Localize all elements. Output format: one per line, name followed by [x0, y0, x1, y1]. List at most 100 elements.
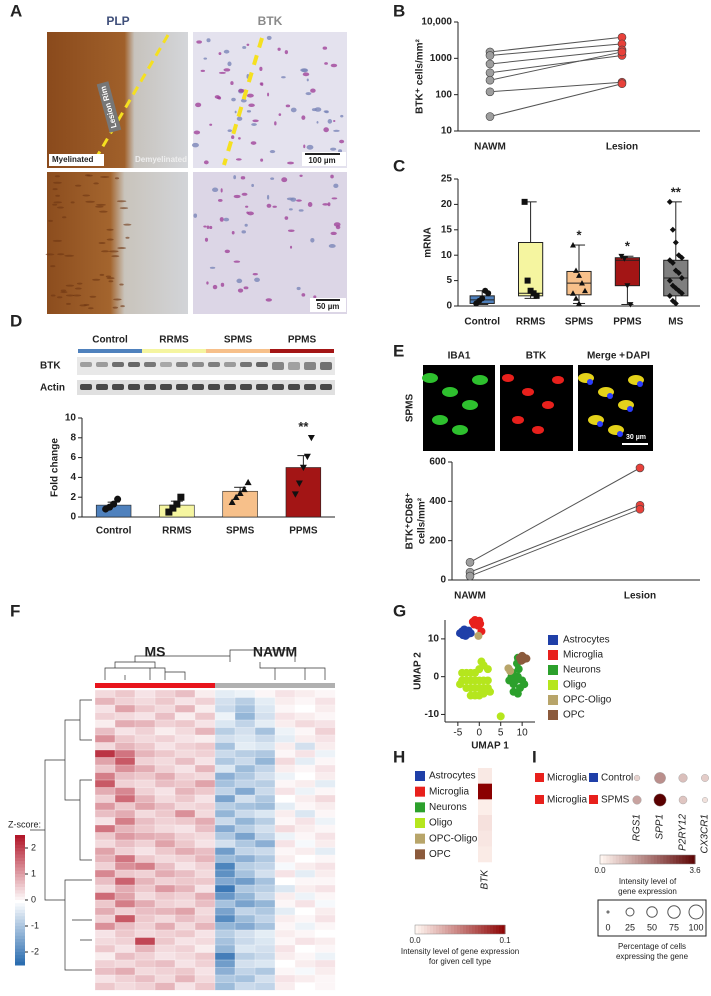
heat-cell [114, 937, 136, 946]
rim-line [90, 34, 170, 166]
x-tick-label: PPMS [613, 317, 642, 328]
colorbar-step [638, 855, 642, 864]
heat-cell [214, 719, 236, 728]
stain-dot [238, 137, 241, 140]
heat-cell [114, 757, 136, 766]
heat-cell [214, 839, 236, 848]
heat-cell [194, 824, 216, 833]
heat-cell [294, 914, 316, 923]
heat-cell [314, 967, 336, 976]
heat-cell [314, 877, 336, 886]
box [518, 242, 544, 297]
stain-dot [227, 61, 232, 67]
heat-cell [174, 884, 196, 893]
colorbar-step [15, 841, 25, 846]
heat-cell [114, 764, 136, 773]
dot [701, 774, 709, 782]
point [236, 489, 244, 497]
cell [432, 415, 448, 425]
significance: ** [298, 419, 309, 434]
heat-cell [134, 952, 156, 961]
point [465, 571, 475, 581]
heat-cell [194, 892, 216, 901]
heat-cell [134, 944, 156, 953]
y-tick-label: -10 [425, 709, 440, 720]
band [272, 384, 284, 390]
stain-dot [224, 249, 230, 254]
stain-dot [259, 66, 263, 71]
group-label: MS [145, 644, 166, 660]
stain-dot [87, 307, 94, 310]
heat-cell [234, 847, 256, 856]
heat-cell [314, 749, 336, 758]
panel-a-images: Myelinated Demyelinated Lesion Rim 100 µ… [45, 14, 347, 314]
heat-cell [254, 697, 276, 706]
point [485, 51, 495, 60]
colorbar-step [472, 925, 476, 934]
heat-cell [294, 802, 316, 811]
heat-cell [234, 742, 256, 751]
point [579, 280, 585, 286]
size-key [667, 905, 681, 919]
heat-cell [254, 854, 276, 863]
heat-cell [194, 944, 216, 953]
heat-cell [254, 929, 276, 938]
colorbar-step [15, 877, 25, 881]
stain-dot [95, 205, 104, 208]
colorbar-step [15, 926, 25, 930]
stain-dot [233, 194, 241, 199]
band [288, 362, 300, 370]
heat-cell [174, 749, 196, 758]
point [110, 500, 118, 508]
heat-cell [214, 749, 236, 758]
colorbar-step [691, 855, 696, 864]
colorbar-step [430, 925, 434, 934]
stain-dot [266, 35, 272, 40]
stain-dot [195, 102, 202, 108]
colorbar-step [663, 855, 667, 864]
heat-cell [134, 907, 156, 916]
heat-cell [154, 802, 176, 811]
stain-dot [246, 93, 254, 98]
stain-dot [323, 110, 329, 113]
stain-dot [100, 250, 110, 253]
cell [442, 387, 458, 397]
heat-cell [214, 929, 236, 938]
stain-dot [206, 225, 210, 229]
heat-cell [214, 892, 236, 901]
x-tick-label: NAWM [454, 591, 486, 602]
stain-dot [330, 63, 338, 68]
heat-cell [254, 772, 276, 781]
heat-cell [134, 809, 156, 818]
legend-swatch [535, 795, 544, 804]
heat-cell [174, 922, 196, 931]
heat-cell [134, 824, 156, 833]
legend-swatch [548, 635, 558, 645]
heat-cell [154, 772, 176, 781]
colorbar-step [628, 855, 633, 864]
point [617, 79, 627, 89]
colorbar-step [15, 900, 25, 904]
point [570, 290, 576, 296]
dendrograms [30, 649, 326, 971]
heat-cell [134, 899, 156, 908]
stain-dot [212, 187, 219, 192]
significance: * [625, 239, 631, 254]
stain-dot [288, 208, 293, 211]
y-axis-label: BTK⁺CD68⁺ [405, 493, 416, 550]
myelinated-label: Myelinated [52, 155, 93, 164]
heat-cell [94, 802, 116, 811]
heat-cell [254, 847, 276, 856]
stain-dot [265, 298, 272, 302]
channel-title: BTK [526, 351, 547, 362]
label-box [49, 154, 104, 166]
point [672, 300, 679, 307]
stain-dot [227, 129, 232, 133]
heat-cell [114, 884, 136, 893]
band [176, 384, 188, 390]
gene-label: RGS1 [632, 814, 643, 841]
stain-dot [246, 211, 249, 214]
colorbar-step [666, 855, 671, 864]
heat-cell [214, 757, 236, 766]
heat-cell [134, 929, 156, 938]
